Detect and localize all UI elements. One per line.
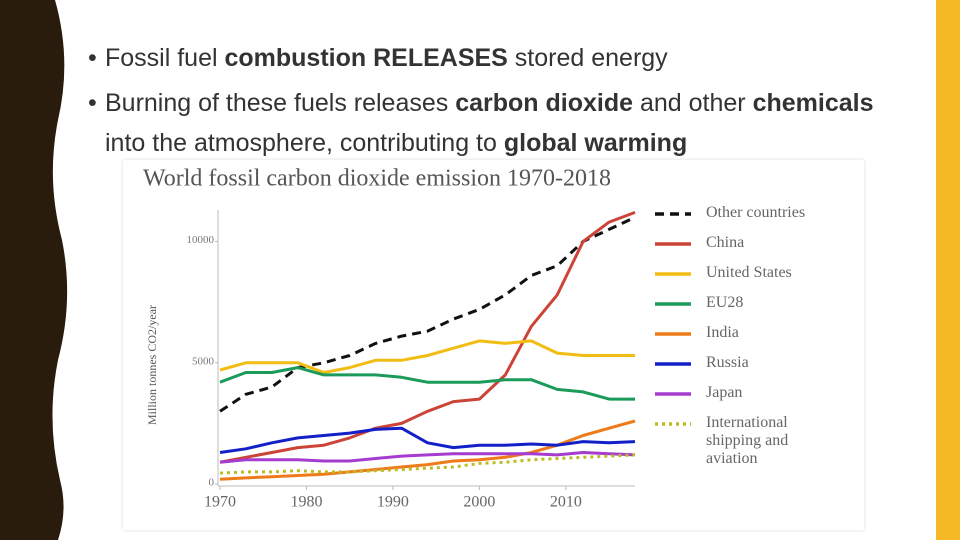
legend-label: International shipping and aviation [706, 414, 789, 467]
bullet: Burning of these fuels releases carbon d… [88, 83, 880, 163]
y-tick-label: 0 [209, 477, 215, 489]
bullet-text: chemicals [752, 89, 874, 117]
x-tick-label: 2010 [550, 494, 582, 511]
series-line [219, 339, 635, 374]
bullet-text: global warming [503, 129, 688, 157]
legend-label: India [706, 324, 739, 341]
bullet-list: Fossil fuel combustion RELEASES stored e… [88, 38, 888, 168]
left-border [0, 0, 68, 540]
legend-label: EU28 [706, 294, 744, 311]
chart-panel: World fossil carbon dioxide emission 197… [123, 160, 864, 530]
series-line [219, 215, 636, 413]
legend-label: United States [706, 264, 792, 281]
series-line [219, 419, 636, 481]
chart: World fossil carbon dioxide emission 197… [143, 166, 691, 511]
x-tick-label: 1980 [290, 494, 322, 511]
y-axis-label: Million tonnes CO2/year [145, 305, 159, 425]
bullet-text: stored energy [507, 44, 668, 72]
x-tick-label: 2000 [463, 494, 495, 511]
y-tick-label: 5000 [192, 355, 215, 367]
series-line [219, 210, 636, 464]
bullet-text: Fossil fuel [105, 44, 225, 72]
legend-label: Japan [706, 384, 743, 401]
x-tick-label: 1970 [204, 494, 236, 511]
bullet-text: into the atmosphere, contributing to [105, 129, 504, 157]
series-line [219, 426, 636, 454]
bullet-text: Burning of these fuels releases [105, 89, 456, 117]
right-border [936, 0, 960, 540]
y-tick-label: 10000 [187, 234, 215, 246]
series-line [219, 366, 635, 401]
bullet-text: carbon dioxide [455, 89, 634, 117]
x-tick-label: 1990 [377, 494, 409, 511]
legend-label: Other countries [706, 204, 806, 221]
chart-title: World fossil carbon dioxide emission 197… [143, 166, 611, 192]
bullet-text: combustion RELEASES [224, 44, 508, 72]
series-line [219, 451, 636, 464]
bullet-text: and other [633, 89, 753, 117]
bullet: Fossil fuel combustion RELEASES stored e… [88, 38, 805, 78]
legend-label: China [706, 234, 745, 251]
legend-label: Russia [706, 354, 749, 371]
